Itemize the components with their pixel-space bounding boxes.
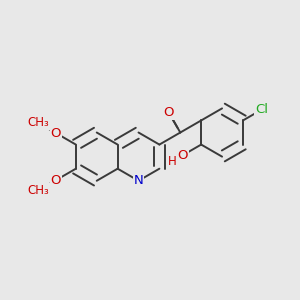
Text: O: O <box>51 127 61 140</box>
Text: O: O <box>51 174 61 187</box>
Text: H: H <box>168 155 176 168</box>
Text: O: O <box>177 149 188 162</box>
Text: Cl: Cl <box>255 103 268 116</box>
Text: CH₃: CH₃ <box>27 116 49 129</box>
Text: N: N <box>134 174 143 187</box>
Text: O: O <box>164 106 174 119</box>
Text: CH₃: CH₃ <box>27 184 49 197</box>
